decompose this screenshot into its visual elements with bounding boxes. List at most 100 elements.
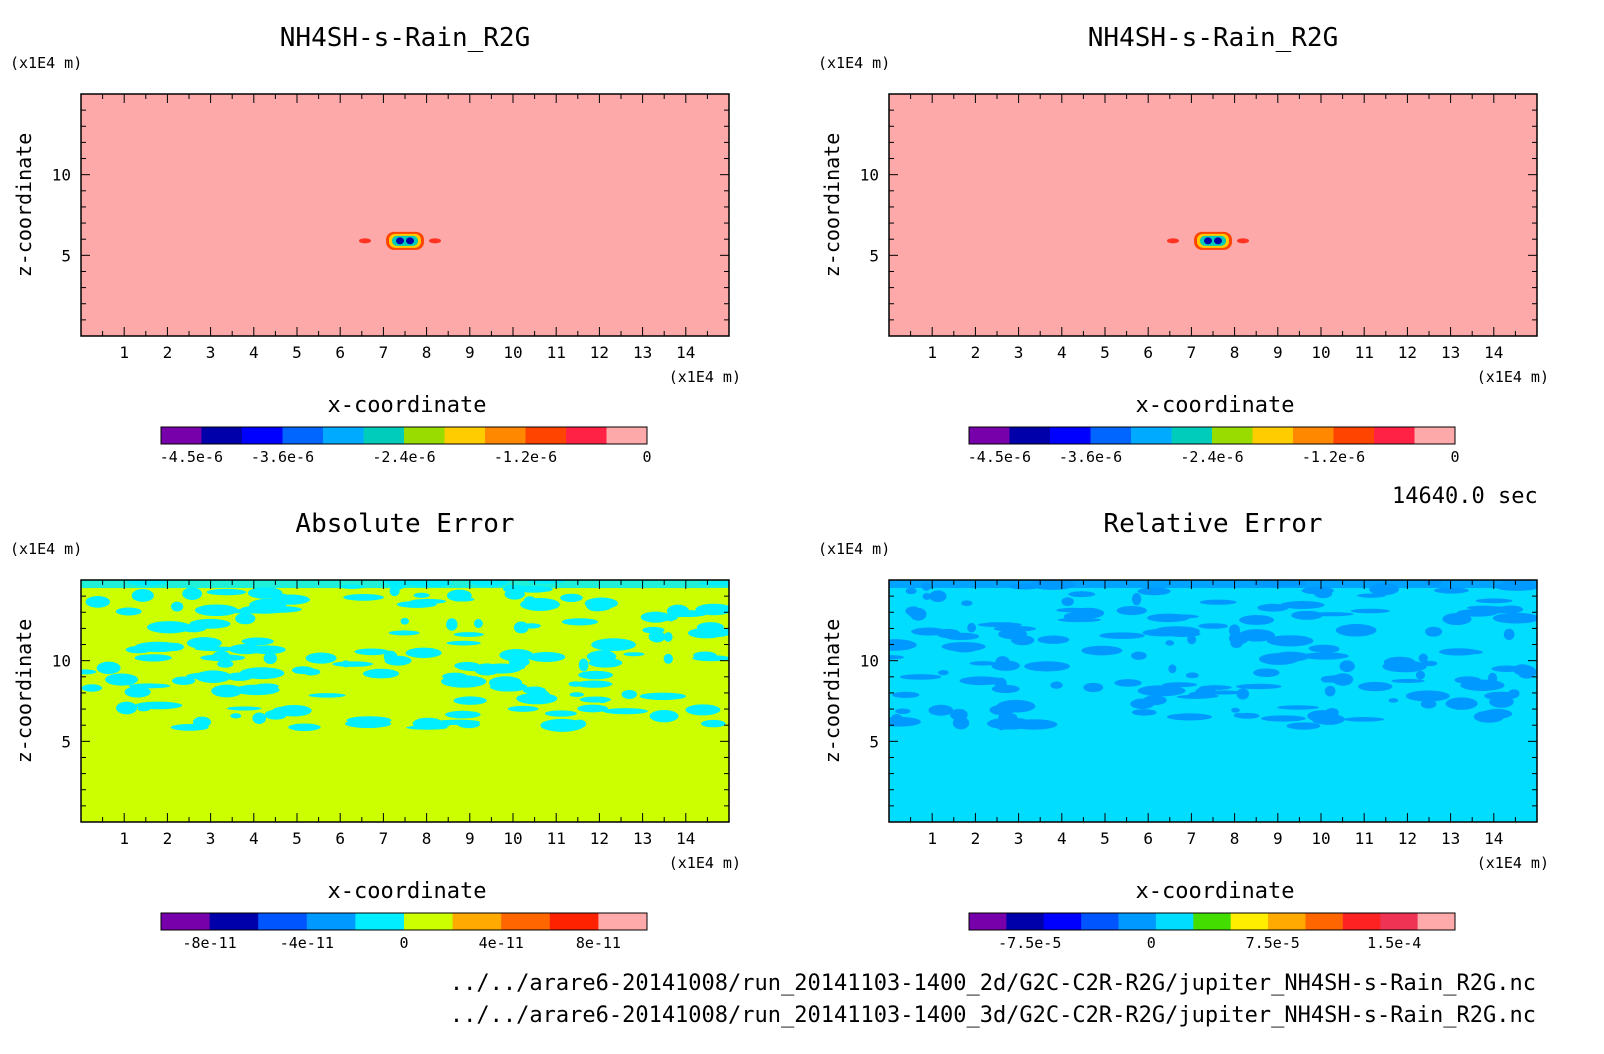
error-patch [516,664,526,670]
field-layer [1167,231,1249,250]
error-patch [1350,608,1390,614]
error-patch [929,590,947,603]
x-tick-label: 8 [1230,343,1240,362]
error-patch [230,713,242,719]
y-tick-label: 5 [869,246,879,265]
error-patch [1473,710,1505,723]
error-patch [578,658,589,672]
error-patch [226,706,262,711]
colorbar-swatch [969,913,1007,930]
x-tick-label: 9 [1273,829,1283,848]
colorbar-swatch [404,427,445,444]
y-axis-label: z-coordinate [820,133,844,278]
error-patch [1068,591,1096,598]
error-patch [1503,628,1515,641]
error-patch [1165,640,1175,646]
feature-spot [429,238,441,244]
y-unit-label: (x1E4 m) [10,540,82,558]
error-patch [241,637,274,646]
colorbar-swatch [1380,913,1419,930]
error-patch [530,689,550,700]
colorbar-swatch [1043,913,1082,930]
error-patch [640,611,671,623]
error-patch [247,587,283,599]
colorbar-label: 7.5e-5 [1246,934,1300,952]
error-patch [206,588,247,596]
error-patch [211,684,243,698]
error-patch [1037,635,1070,644]
x-tick-label: 8 [422,829,432,848]
panel-title: Relative Error [1103,509,1322,539]
error-patch [1258,653,1300,665]
colorbar-frame [968,912,1456,931]
error-patch [905,587,917,595]
error-patch [234,684,280,696]
error-patch [349,662,361,667]
error-patch [96,661,121,675]
error-patch [354,648,390,656]
error-patch [1324,685,1336,697]
error-patch [577,704,608,713]
error-patch [115,607,142,616]
colorbar-swatch [1374,427,1415,444]
error-patch [182,587,203,600]
colorbar-swatch [306,913,356,930]
x-tick-label: 5 [1100,343,1110,362]
feature-core [406,237,414,245]
y-axis-label: z-coordinate [12,133,36,278]
error-patch [1153,626,1200,636]
error-patch [602,708,648,715]
x-tick-label: 6 [335,829,345,848]
colorbar-swatch [323,427,364,444]
error-patch [445,710,481,719]
panel-4: Relative Error(x1E4 m)1 2 3 4 5 6 7 8 9 10 11 12 13 1… [818,509,1549,952]
error-patch [1456,609,1498,617]
error-patch [1143,695,1167,706]
error-patch [212,650,231,662]
colorbar: -4.5e-6 -3.6e-6 -2.4e-6 -1.2e-6 0 [968,426,1460,466]
colorbar-swatch [444,427,486,444]
error-patch [895,708,911,715]
colorbar-label: -3.6e-6 [251,448,314,466]
error-patch [1439,648,1479,656]
error-patch [909,607,924,613]
error-patch [134,701,183,710]
error-patch [668,610,708,617]
x-tick-label: 3 [1014,343,1024,362]
error-patch [1236,688,1250,700]
colorbar-swatch [1090,427,1132,444]
colorbar-swatch [1342,913,1381,930]
error-patch [263,652,277,665]
error-patch [1335,624,1377,637]
y-tick-label: 5 [61,246,71,265]
error-patch [1137,587,1171,596]
x-tick-label: 12 [590,343,609,362]
x-tick-label: 12 [1398,343,1417,362]
error-patch [958,642,974,651]
x-axis-label: x-coordinate [1136,393,1295,418]
error-patch [124,686,151,698]
error-patch [540,718,584,732]
colorbar-label: 0 [1147,934,1156,952]
x-tick-label: 14 [676,343,695,362]
error-patch [693,651,717,660]
error-patch [270,594,310,605]
colorbar-swatch [566,427,607,444]
x-tick-label: 12 [1398,829,1417,848]
colorbar-swatch [1417,913,1456,930]
error-patch [1162,682,1198,688]
colorbar-swatch [501,913,551,930]
error-patch [1286,722,1321,730]
error-patch [1280,601,1325,609]
error-patch [195,670,232,683]
error-patch [1517,665,1537,679]
error-patch [1420,699,1437,709]
feature-ring [1200,235,1226,246]
plot-area [889,94,1537,336]
y-unit-label: (x1E4 m) [818,540,890,558]
error-patch [1391,678,1425,683]
error-patch [1405,690,1450,702]
panel-title: NH4SH-s-Rain_R2G [280,23,530,53]
x-tick-label: 5 [292,343,302,362]
